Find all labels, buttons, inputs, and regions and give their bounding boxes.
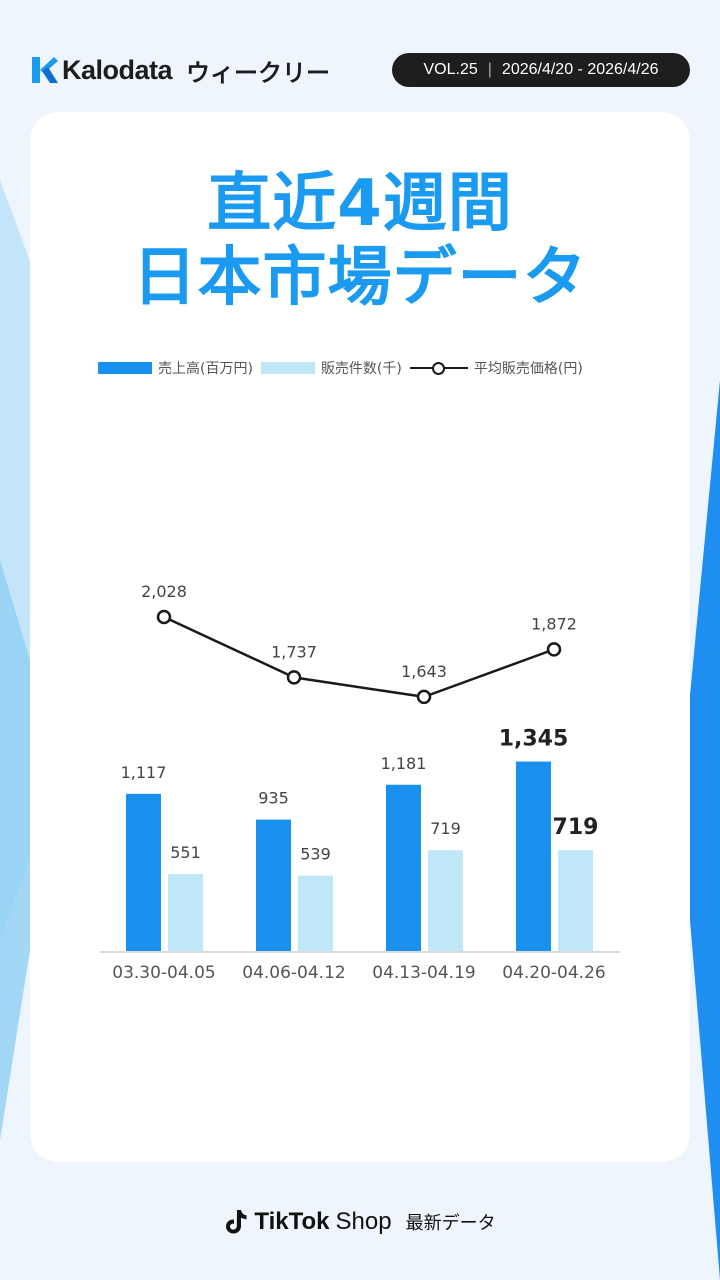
label-units-0: 551 bbox=[170, 843, 201, 862]
label-price-1: 1,737 bbox=[271, 642, 317, 661]
volume-pill: VOL.25 | 2026/4/20 - 2026/4/26 bbox=[392, 53, 690, 87]
label-price-0: 2,028 bbox=[141, 582, 187, 601]
volume-number: VOL.25 bbox=[423, 61, 478, 78]
legend-item-sales: 売上高(百万円) bbox=[98, 358, 253, 378]
bar-sales-0 bbox=[126, 793, 161, 952]
brand-name: Kalodata bbox=[62, 54, 173, 85]
x-tick-0: 03.30-04.05 bbox=[112, 963, 215, 983]
label-units-3: 719 bbox=[553, 815, 599, 840]
legend-swatch-sales bbox=[98, 362, 152, 374]
bar-units-3 bbox=[558, 850, 593, 952]
tiktok-shop: Shop bbox=[335, 1208, 392, 1235]
bar-units-1 bbox=[298, 875, 333, 952]
footer: TikTok Shop 最新データ bbox=[0, 1200, 720, 1244]
legend-item-units: 販売件数(千) bbox=[260, 358, 402, 378]
footer-subtitle: 最新データ bbox=[405, 1213, 496, 1234]
tiktok-logo-icon bbox=[226, 1210, 247, 1234]
label-price-3: 1,872 bbox=[531, 614, 577, 633]
legend-label-price: 平均販売価格(円) bbox=[473, 361, 583, 377]
header: Kalodata ウィークリー VOL.25 | 2026/4/20 - 202… bbox=[30, 50, 690, 90]
label-sales-1: 935 bbox=[258, 789, 289, 808]
logo: Kalodata ウィークリー bbox=[30, 52, 330, 88]
title-line-2: 日本市場データ bbox=[132, 241, 588, 315]
label-units-1: 539 bbox=[300, 845, 331, 864]
x-tick-2: 04.13-04.19 bbox=[372, 963, 475, 983]
label-price-2: 1,643 bbox=[401, 662, 447, 681]
bar-sales-3 bbox=[516, 761, 551, 952]
legend-label-sales: 売上高(百万円) bbox=[158, 361, 253, 377]
point-price-0 bbox=[156, 609, 172, 625]
date-range: 2026/4/20 - 2026/4/26 bbox=[501, 61, 659, 78]
legend-label-units: 販売件数(千) bbox=[320, 361, 402, 377]
label-sales-2: 1,181 bbox=[381, 754, 427, 773]
label-units-2: 719 bbox=[430, 819, 461, 838]
title-line-1: 直近4週間 bbox=[207, 167, 513, 241]
label-sales-3: 1,345 bbox=[499, 727, 569, 752]
bar-sales-2 bbox=[386, 784, 421, 952]
x-tick-3: 04.20-04.26 bbox=[502, 963, 605, 983]
bar-units-0 bbox=[168, 873, 203, 952]
kalodata-logo-icon bbox=[32, 57, 58, 83]
legend-swatch-price bbox=[409, 361, 468, 375]
line-price bbox=[163, 615, 555, 699]
legend-item-price: 平均販売価格(円) bbox=[409, 358, 583, 378]
bar-units-2 bbox=[428, 850, 463, 952]
brand-subtitle: ウィークリー bbox=[186, 58, 331, 87]
pill-divider: | bbox=[487, 61, 492, 78]
x-tick-1: 04.06-04.12 bbox=[242, 963, 345, 983]
chart-legend: 売上高(百万円) 販売件数(千) 平均販売価格(円) bbox=[98, 355, 591, 381]
bar-sales-1 bbox=[256, 819, 291, 952]
content-card bbox=[30, 112, 690, 1162]
point-price-3 bbox=[546, 642, 562, 657]
tiktok-brand: TikTok bbox=[254, 1208, 330, 1235]
point-price-1 bbox=[286, 670, 302, 685]
legend-swatch-units bbox=[260, 362, 315, 374]
point-price-2 bbox=[416, 689, 432, 705]
label-sales-0: 1,117 bbox=[121, 763, 167, 782]
